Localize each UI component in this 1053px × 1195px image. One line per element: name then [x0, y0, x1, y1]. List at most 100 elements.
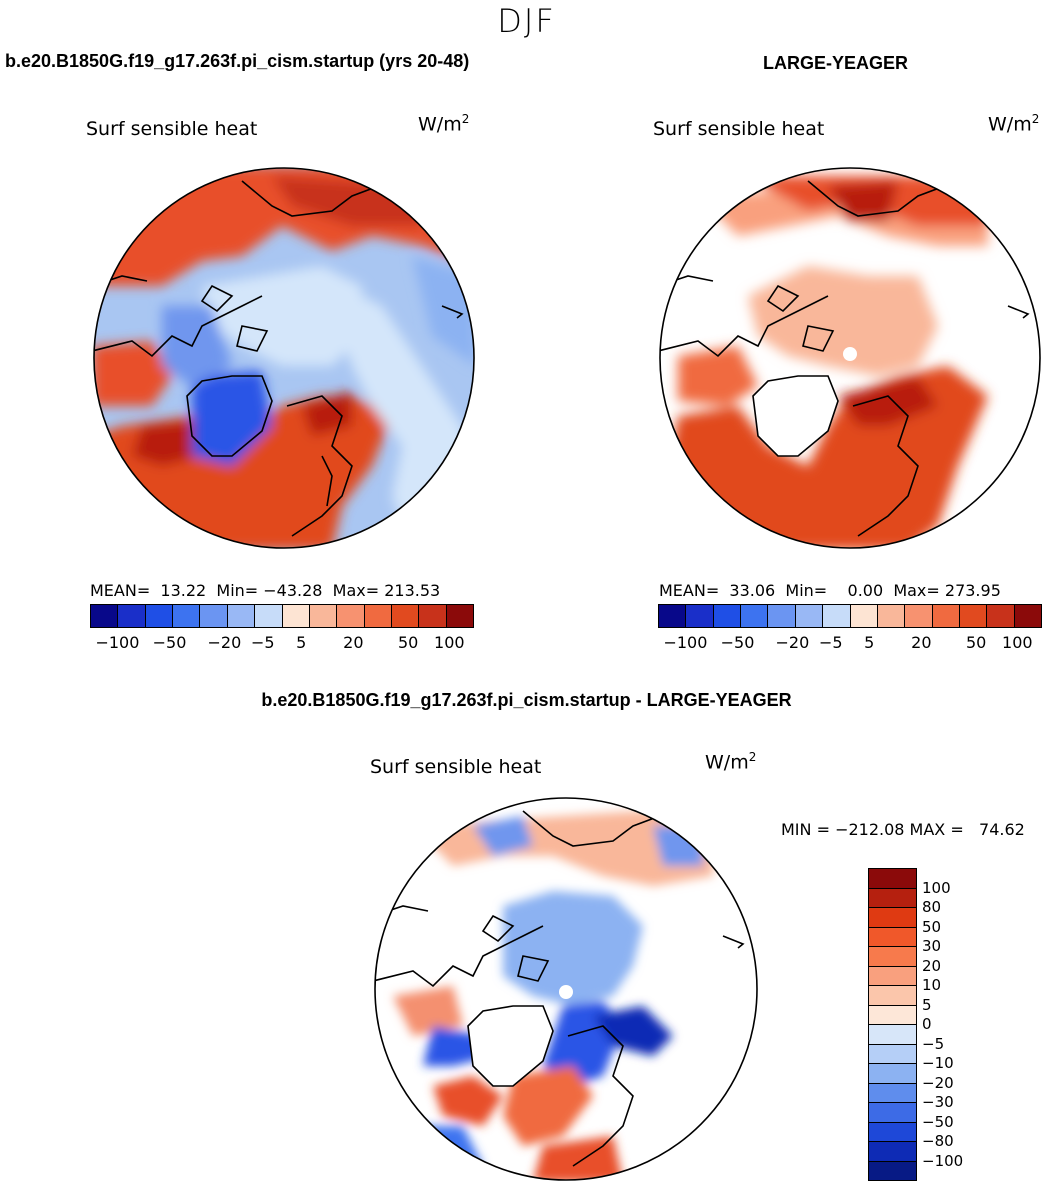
- obs-arctic-region: [748, 266, 938, 376]
- obs-colorbar-label: −100: [663, 633, 708, 652]
- obs-colorbar-swatch: [768, 605, 796, 627]
- diff-colorbar-label: −100: [922, 1151, 964, 1170]
- model-stats: MEAN= 13.22 Min= −43.28 Max= 213.53: [90, 581, 441, 600]
- diff-colorbar-label: −5: [922, 1034, 945, 1053]
- model-colorbar-label: 100: [434, 633, 465, 652]
- model-colorbar-swatch: [173, 605, 201, 627]
- diff-colorbar-swatch: [869, 1103, 916, 1123]
- obs-colorbar-swatch: [823, 605, 851, 627]
- obs-colorbar-swatch: [932, 605, 960, 627]
- obs-colorbar-swatch: [659, 605, 687, 627]
- obs-colorbar-label: −20: [775, 633, 810, 652]
- model-arctic-ocean: [202, 266, 362, 366]
- model-colorbar-label: 20: [343, 633, 364, 652]
- diff-colorbar-swatch: [869, 966, 916, 986]
- diff-colorbar-label: 0: [922, 1015, 932, 1033]
- obs-stats: MEAN= 33.06 Min= 0.00 Max= 273.95: [659, 581, 1001, 600]
- diff-colorbar-swatch: [869, 869, 916, 889]
- obs-case-title: LARGE-YEAGER: [763, 53, 909, 73]
- diff-atlantic-warming: [433, 1076, 503, 1126]
- model-colorbar-swatch: [145, 605, 174, 627]
- model-colorbar-label: −50: [152, 633, 187, 652]
- diff-colorbar-label: −50: [922, 1112, 954, 1131]
- diff-stats: MIN = −212.08 MAX = 74.62: [781, 820, 1025, 839]
- obs-pole-marker: [843, 347, 857, 361]
- model-colorbar-swatch: [227, 605, 256, 627]
- model-colorbar-swatch: [282, 605, 310, 627]
- diff-colorbar-label: −10: [922, 1054, 954, 1072]
- model-colorbar-swatch: [419, 605, 447, 627]
- obs-colorbar-swatch: [795, 605, 824, 627]
- diff-colorbar-swatch: [869, 986, 916, 1006]
- model-colorbar: −100 −50 −20 −5 5 20 50 100: [90, 604, 474, 653]
- obs-colorbar-swatch: [905, 605, 933, 627]
- obs-colorbar-swatch: [686, 605, 714, 627]
- diff-colorbar-swatch: [869, 1025, 916, 1045]
- obs-colorbar: −100 −50 −20 −5 5 20 50 100: [658, 604, 1042, 653]
- obs-units: W/m2: [988, 112, 1040, 136]
- model-colorbar-swatch: [446, 605, 474, 627]
- model-case-title: b.e20.B1850G.f19_g17.263f.pi_cism.startu…: [5, 51, 470, 71]
- diff-pole-marker: [559, 985, 573, 999]
- diff-colorbar-label: −30: [922, 1093, 954, 1111]
- obs-colorbar-swatch: [741, 605, 769, 627]
- obs-colorbar-label: 100: [1002, 633, 1033, 652]
- obs-colorbar-swatch: [987, 605, 1015, 627]
- obs-colorbar-label: −50: [720, 633, 755, 652]
- season-title: DJF: [497, 2, 556, 40]
- obs-colorbar-label: 20: [911, 633, 932, 652]
- model-colorbar-label: −20: [207, 633, 242, 652]
- diff-colorbar-label: 5: [922, 995, 932, 1014]
- diff-colorbar-swatch: [869, 1161, 916, 1180]
- model-colorbar-swatch: [91, 605, 119, 627]
- diff-colorbar-swatch: [869, 1044, 916, 1064]
- obs-colorbar-swatch: [877, 605, 906, 627]
- model-colorbar-label: 50: [397, 633, 419, 652]
- model-greenland-cold: [192, 371, 272, 466]
- model-polar-map: [93, 167, 475, 549]
- diff-colorbar-swatch: [869, 1142, 916, 1162]
- diff-colorbar-swatch: [869, 1005, 916, 1025]
- diff-units: W/m2: [705, 750, 757, 774]
- diff-greenland-nodata: [467, 1005, 554, 1087]
- diff-polar-map: [374, 797, 758, 1181]
- obs-colorbar-label: 50: [965, 633, 987, 652]
- diff-arctic-cooling: [503, 891, 643, 1006]
- diff-colorbar-label: 80: [922, 898, 942, 916]
- obs-colorbar-swatch: [713, 605, 742, 627]
- obs-colorbar-label: 5: [864, 633, 875, 652]
- diff-colorbar-label: 50: [922, 917, 942, 936]
- diff-colorbar-label: 20: [922, 956, 942, 975]
- model-colorbar-swatch: [309, 605, 338, 627]
- diff-colorbar: [868, 868, 917, 1181]
- obs-colorbar-swatch: [1014, 605, 1042, 627]
- diff-case-title: b.e20.B1850G.f19_g17.263f.pi_cism.startu…: [261, 690, 792, 710]
- diff-colorbar-swatch: [869, 908, 916, 928]
- diff-colorbar-swatch: [869, 1064, 916, 1084]
- model-colorbar-swatch: [364, 605, 392, 627]
- model-colorbar-swatch: [255, 605, 283, 627]
- obs-polar-map: [659, 167, 1041, 549]
- obs-greenland-nodata: [752, 375, 839, 457]
- diff-colorbar-swatch: [869, 1122, 916, 1142]
- diff-colorbar-label: −20: [922, 1073, 954, 1092]
- diff-colorbar-labels: 100 80 50 30 20 10 5 0 −5 −10 −20 −30 −50 −80 −100: [922, 868, 1002, 1184]
- model-colorbar-swatch: [200, 605, 228, 627]
- diff-strong-cooling: [593, 1006, 673, 1056]
- model-colorbar-label: −100: [95, 633, 140, 652]
- diff-colorbar-label: 100: [922, 878, 951, 897]
- obs-colorbar-swatch: [959, 605, 988, 627]
- diff-colorbar-label: −80: [922, 1132, 954, 1150]
- diff-colorbar-label: 10: [922, 976, 942, 994]
- diff-colorbar-swatch: [869, 947, 916, 967]
- model-colorbar-swatch: [391, 605, 420, 627]
- obs-variable-label: Surf sensible heat: [653, 118, 825, 140]
- diff-colorbar-swatch: [869, 888, 916, 908]
- model-colorbar-label: −5: [251, 633, 275, 652]
- model-colorbar-swatch: [337, 605, 365, 627]
- obs-colorbar-label: −5: [819, 633, 843, 652]
- diff-colorbar-swatch: [869, 927, 916, 947]
- model-colorbar-swatch: [118, 605, 146, 627]
- model-colorbar-label: 5: [296, 633, 307, 652]
- diff-colorbar-swatch: [869, 1083, 916, 1103]
